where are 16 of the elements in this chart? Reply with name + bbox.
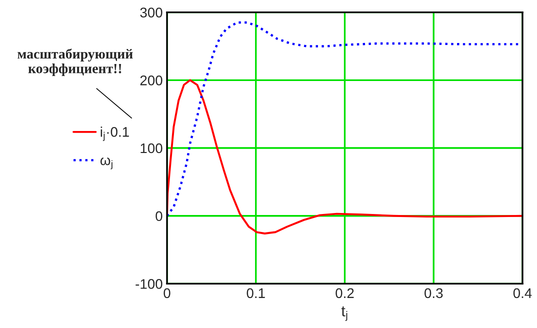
y-tick-label: 100 bbox=[140, 143, 162, 154]
line-series bbox=[167, 21, 521, 217]
y-tick-label: 200 bbox=[140, 75, 162, 86]
x-tick-label: 0.1 bbox=[246, 288, 265, 298]
x-tick-label: 0.3 bbox=[424, 288, 443, 298]
line-series bbox=[167, 79, 522, 234]
legend-label: ω$_{j}$ bbox=[100, 158, 112, 170]
x-axis-title: t$_{j}$ bbox=[341, 306, 348, 321]
y-tick-label: 0 bbox=[156, 211, 162, 222]
legend-label: i$_{j}$·0.1 bbox=[100, 126, 129, 141]
x-tick-label: 0 bbox=[164, 288, 170, 298]
y-tick-label: 300 bbox=[140, 8, 162, 18]
y-tick-label: -100 bbox=[136, 279, 162, 289]
text: масштабирующий коэффициент!! bbox=[18, 48, 133, 76]
x-tick-label: 0.2 bbox=[336, 288, 354, 298]
x-tick-label: 0.4 bbox=[513, 288, 532, 298]
